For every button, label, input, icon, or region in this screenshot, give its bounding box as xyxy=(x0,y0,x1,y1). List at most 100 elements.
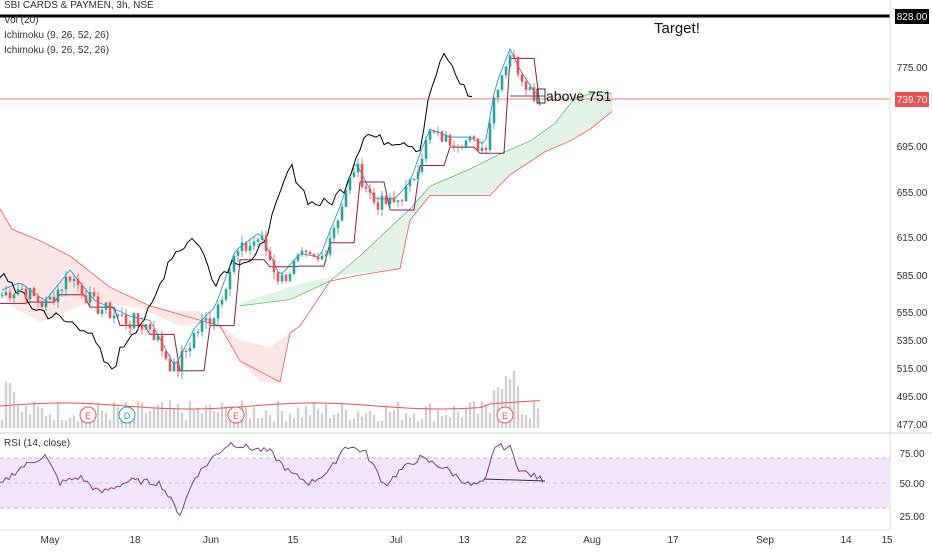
candle-body xyxy=(476,138,480,151)
volume-ma-line xyxy=(0,400,541,410)
legend-volume[interactable]: Vol (20) xyxy=(4,15,39,26)
candle-body xyxy=(296,254,300,261)
candle-body xyxy=(340,206,344,221)
volume-bar xyxy=(28,414,32,428)
volume-bar xyxy=(304,405,308,428)
candle-body xyxy=(352,172,356,178)
dividend-marker[interactable] xyxy=(118,406,136,424)
candle-body xyxy=(376,202,380,210)
volume-bar xyxy=(456,411,460,428)
volume-bar xyxy=(12,391,16,428)
volume-bar xyxy=(212,410,216,428)
candle-body xyxy=(520,74,524,82)
candle-body xyxy=(308,252,312,255)
volume-bar xyxy=(68,417,72,428)
volume-bar xyxy=(440,415,444,428)
volume-bar xyxy=(432,421,436,428)
volume-bar xyxy=(64,420,68,428)
candle-body xyxy=(380,195,384,210)
volume-bar xyxy=(180,412,184,428)
candle-body xyxy=(420,158,424,172)
candle-body xyxy=(196,331,200,333)
candle-body xyxy=(188,347,192,352)
candle-body xyxy=(52,296,56,303)
candle-body xyxy=(504,66,508,76)
candle-body xyxy=(456,146,460,148)
candle-body xyxy=(232,255,236,272)
candle-body xyxy=(176,361,180,372)
candle-body xyxy=(124,314,128,325)
earnings-marker[interactable] xyxy=(227,406,245,424)
breakout-box xyxy=(536,88,546,104)
volume-bar xyxy=(168,400,172,428)
candle-body xyxy=(108,302,112,319)
rsi-tick-label: 75.00 xyxy=(899,449,924,460)
volume-bar xyxy=(268,415,272,428)
candle-body xyxy=(248,245,252,251)
volume-bar xyxy=(536,408,540,428)
candle-body xyxy=(444,134,448,142)
candle-body xyxy=(508,55,512,67)
volume-bar xyxy=(24,405,28,428)
candle-body xyxy=(428,130,432,140)
volume-bar xyxy=(40,407,44,428)
volume-bar xyxy=(276,400,280,428)
candle-body xyxy=(120,314,124,316)
candle-body xyxy=(536,99,540,101)
volume-bar xyxy=(20,412,24,428)
senkou-span-b xyxy=(0,111,613,383)
candle-body xyxy=(348,177,352,191)
volume-bar xyxy=(428,403,432,428)
earnings-marker[interactable] xyxy=(79,406,97,424)
candle-body xyxy=(316,256,320,260)
price-tick-label: 695.00 xyxy=(897,142,928,153)
volume-bar xyxy=(44,416,48,428)
volume-bar xyxy=(412,413,416,428)
volume-bar xyxy=(284,421,288,428)
candle-body xyxy=(0,295,4,297)
candle-body xyxy=(288,274,292,281)
chikou-span-line xyxy=(0,52,473,370)
candle-body xyxy=(516,57,520,75)
candle-body xyxy=(284,274,288,281)
volume-bar xyxy=(56,402,60,428)
volume-bar xyxy=(492,390,496,428)
volume-bar xyxy=(16,405,20,428)
legend-ichimoku-2[interactable]: Ichimoku (9, 26, 52, 26) xyxy=(4,45,110,56)
senkou-span-a xyxy=(239,91,613,307)
candle-body xyxy=(320,255,324,260)
earnings-marker-label: E xyxy=(502,411,508,421)
candle-body xyxy=(360,163,364,187)
time-tick-label: 17 xyxy=(667,535,679,546)
candle-body xyxy=(96,296,100,314)
volume-bar xyxy=(52,420,56,428)
legend-ichimoku-1[interactable]: Ichimoku (9, 26, 52, 26) xyxy=(4,30,110,41)
breakout-annotation: above 751 xyxy=(546,88,612,104)
volume-bar xyxy=(408,417,412,428)
volume-bar xyxy=(392,409,396,428)
candle-body xyxy=(440,131,444,142)
earnings-marker[interactable] xyxy=(496,406,514,424)
candle-body xyxy=(452,145,456,148)
time-tick-label: May xyxy=(41,535,60,546)
candle-body xyxy=(204,318,208,321)
candle-body xyxy=(424,139,428,159)
volume-bar xyxy=(520,414,524,428)
candle-body xyxy=(144,324,148,330)
candle-body xyxy=(528,87,532,90)
candle-body xyxy=(500,75,504,90)
candle-body xyxy=(68,276,72,281)
candle-body xyxy=(412,179,416,181)
price-tick-label: 495.00 xyxy=(897,392,928,403)
volume-bar xyxy=(484,404,488,428)
candle-body xyxy=(200,320,204,332)
candle-body xyxy=(216,304,220,319)
candle-body xyxy=(156,335,160,341)
candle-body xyxy=(20,288,24,290)
ichimoku-lines xyxy=(0,47,541,372)
rsi-line xyxy=(0,441,544,517)
candle-body xyxy=(36,296,40,303)
volume-bar xyxy=(436,410,440,428)
candle-body xyxy=(112,315,116,319)
